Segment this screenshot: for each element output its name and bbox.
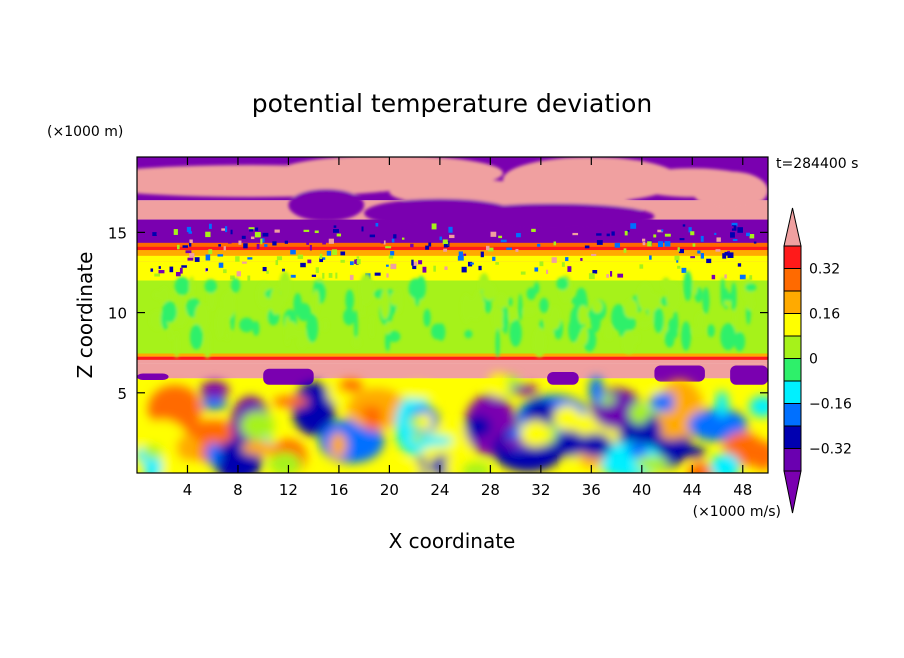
layer-stripe-2 <box>137 255 768 262</box>
colorbar-extend-top <box>783 207 802 247</box>
colorbar-segment <box>783 245 802 269</box>
x-tick-label: 20 <box>380 481 399 499</box>
colorbar-tick-label: −0.32 <box>809 442 852 458</box>
x-tick-label: 36 <box>582 481 601 499</box>
colorbar-segment <box>783 425 802 449</box>
contour-field <box>137 157 768 473</box>
x-tick-label: 32 <box>531 481 550 499</box>
layer-stripe-5 <box>137 356 768 360</box>
plot-frame <box>136 156 769 474</box>
x-unit-label: (×1000 m/s) <box>693 504 781 520</box>
y-tick-label: 10 <box>108 305 127 323</box>
x-tick-label: 28 <box>481 481 500 499</box>
y-tick-label: 5 <box>117 385 127 403</box>
x-axis-title: X coordinate <box>389 529 516 553</box>
colorbar-tick-label: −0.16 <box>809 397 852 413</box>
x-tick-label: 44 <box>683 481 702 499</box>
x-tick-label: 12 <box>279 481 298 499</box>
x-tick-label: 40 <box>632 481 651 499</box>
colorbar-segment <box>783 380 802 404</box>
colorbar-extend-bottom <box>783 470 802 514</box>
y-axis-title: Z coordinate <box>73 252 97 379</box>
time-label: t=284400 s <box>776 156 858 172</box>
x-tick-label: 48 <box>733 481 752 499</box>
colorbar: 0.32 0.16 0 −0.16 −0.32 <box>783 207 852 514</box>
colorbar-segment <box>783 358 802 382</box>
x-tick-label: 24 <box>430 481 449 499</box>
layer-stripe-3 <box>137 270 768 278</box>
chart-title: potential temperature deviation <box>252 89 652 118</box>
y-axis: 5 10 15 <box>108 224 768 403</box>
layer-stripe-0 <box>137 242 768 247</box>
x-axis: 4 8 12 16 20 24 28 32 36 40 44 48 <box>183 157 752 499</box>
x-tick-label: 16 <box>329 481 348 499</box>
colorbar-tick-label: 0 <box>809 352 818 368</box>
layer-stripe-6 <box>137 359 768 364</box>
colorbar-segment <box>783 268 802 292</box>
boundary-layer-texture <box>137 372 768 473</box>
mid-layer-texture <box>149 270 757 359</box>
upper-layer-patches <box>137 157 768 230</box>
colorbar-segment <box>783 403 802 427</box>
colorbar-segment <box>783 313 802 337</box>
inversion-layer-texture <box>137 365 768 385</box>
y-tick-label: 15 <box>108 224 127 242</box>
colorbar-segment <box>783 448 802 472</box>
colorbar-tick-label: 0.32 <box>809 262 840 278</box>
layer-stripe-4 <box>137 353 768 357</box>
colorbar-tick-label: 0.16 <box>809 307 840 323</box>
x-tick-label: 4 <box>183 481 193 499</box>
x-tick-label: 8 <box>233 481 243 499</box>
tropopause-speckles <box>150 222 757 281</box>
y-unit-label: (×1000 m) <box>47 124 123 140</box>
colorbar-segment <box>783 290 802 314</box>
colorbar-segment <box>783 335 802 359</box>
layer-stripe-1 <box>137 250 768 256</box>
